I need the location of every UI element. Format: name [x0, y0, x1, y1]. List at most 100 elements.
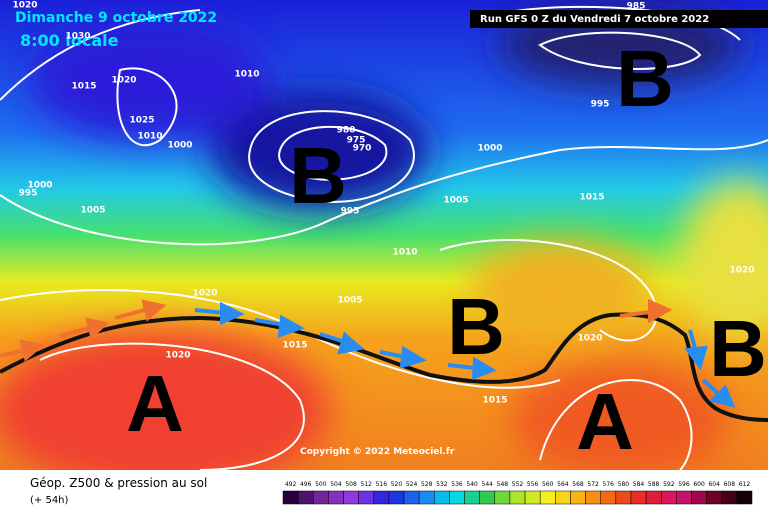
run-label: Run GFS 0 Z du Vendredi 7 octobre 2022 — [480, 14, 709, 25]
colorbar-label: 584 — [633, 481, 645, 488]
colorbar-swatch — [630, 490, 647, 505]
isobar-label: 1010 — [234, 70, 259, 80]
colorbar-label: 508 — [345, 481, 357, 488]
colorbar-swatch — [403, 490, 420, 505]
colorbar-label: 580 — [618, 481, 630, 488]
colorbar-label: 528 — [421, 481, 433, 488]
isobar-label: 1020 — [577, 334, 602, 344]
colorbar-swatch — [555, 490, 571, 505]
header: Dimanche 9 octobre 2022 8:00 locale Run … — [15, 10, 768, 50]
colorbar-label: 588 — [648, 481, 660, 488]
colorbar-swatch — [509, 490, 526, 505]
isobar-label: 975 — [347, 136, 366, 146]
colorbar-label: 560 — [542, 481, 554, 488]
pressure-center: B — [447, 282, 505, 371]
colorbar-label: 532 — [436, 481, 448, 488]
colorbar-swatch — [736, 490, 753, 505]
colorbar-swatch — [343, 490, 359, 505]
colorbar-label: 572 — [587, 481, 599, 488]
colorbar-swatch — [721, 490, 738, 505]
isobar-label: 1015 — [282, 341, 307, 351]
colorbar-swatch — [676, 490, 692, 505]
isobar-label: 1005 — [337, 296, 362, 306]
copyright: Copyright © 2022 Meteociel.fr — [300, 447, 455, 457]
pressure-center: B — [709, 304, 767, 393]
colorbar-swatch — [660, 490, 677, 505]
colorbar-swatch — [691, 490, 707, 505]
jet-stream — [0, 312, 768, 422]
colorbar-label: 500 — [315, 481, 327, 488]
isobar-label: 1020 — [192, 289, 217, 299]
colorbar-label: 524 — [406, 481, 418, 488]
warm-arrows — [0, 298, 673, 362]
isobar-label: 970 — [353, 144, 372, 154]
colorbar-swatch — [358, 490, 375, 505]
colorbar-swatch — [706, 490, 722, 505]
pressure-center: A — [126, 359, 184, 448]
colorbar: 492 496 500 504 508 512 516 520 524 528 532 536 540 5… — [282, 481, 753, 505]
colorbar-swatch — [373, 490, 390, 505]
isobar-label: 1000 — [27, 181, 52, 191]
colorbar-label: 600 — [693, 481, 705, 488]
colorbar-swatch — [282, 490, 299, 505]
colorbar-label: 536 — [451, 481, 463, 488]
colorbar-swatch — [328, 490, 344, 505]
wind-arrows — [194, 301, 736, 408]
colorbar-swatch — [449, 490, 465, 505]
colorbar-label: 548 — [497, 481, 509, 488]
colorbar-label: 552 — [512, 481, 524, 488]
isobar-label: 980 — [337, 126, 356, 136]
colorbar-swatch — [479, 490, 496, 505]
colorbar-label: 604 — [708, 481, 720, 488]
colorbar-label: 612 — [739, 481, 751, 488]
colorbar-swatch — [297, 490, 314, 505]
isobar-label: 1020 — [111, 76, 136, 86]
colorbar-label: 492 — [285, 481, 297, 488]
isobar-label: 1020 — [12, 1, 37, 11]
colorbar-label: 596 — [678, 481, 690, 488]
colorbar-swatch — [434, 490, 450, 505]
colorbar-label: 540 — [466, 481, 478, 488]
isobar-label: 1030 — [65, 32, 90, 42]
colorbar-swatch — [615, 490, 632, 505]
colorbar-swatch — [494, 490, 511, 505]
colorbar-swatch — [600, 490, 617, 505]
isobar-label: 995 — [19, 189, 38, 199]
colorbar-swatch — [464, 490, 480, 505]
colorbar-label: 568 — [572, 481, 584, 488]
isobar-label: 1000 — [167, 141, 192, 151]
isobar-label: 985 — [627, 2, 646, 12]
colorbar-label: 576 — [603, 481, 615, 488]
isobar-label: 1015 — [71, 82, 96, 92]
colorbar-swatch — [418, 490, 435, 505]
isobar-label: 1025 — [129, 116, 154, 126]
run-box — [470, 10, 768, 28]
colorbar-swatch — [313, 490, 329, 505]
isobar-label: 995 — [591, 100, 610, 110]
map-time: 8:00 locale — [20, 31, 119, 50]
colorbar-swatch — [388, 490, 405, 505]
colorbar-label: 592 — [663, 481, 675, 488]
colorbar-label: 496 — [300, 481, 312, 488]
colorbar-label: 520 — [391, 481, 403, 488]
colorbar-label: 504 — [330, 481, 342, 488]
colorbar-swatch — [524, 490, 541, 505]
colorbar-swatch — [585, 490, 601, 505]
colorbar-label: 544 — [482, 481, 494, 488]
isobar-label: 1010 — [392, 248, 417, 258]
colorbar-swatch — [570, 490, 586, 505]
isobar-label: 1015 — [579, 193, 604, 203]
isobar-label: 1000 — [477, 144, 502, 154]
isobar-label: 1005 — [80, 206, 105, 216]
colorbar-label: 556 — [527, 481, 539, 488]
footer-lead: (+ 54h) — [30, 495, 69, 506]
footer-title: Géop. Z500 & pression au sol — [30, 476, 207, 490]
pressure-center: B — [289, 131, 347, 220]
isobar-label: 1020 — [165, 351, 190, 361]
colorbar-swatch — [645, 490, 662, 505]
pressure-center: B — [616, 34, 674, 123]
pressure-center: A — [576, 377, 634, 466]
map-date: Dimanche 9 octobre 2022 — [15, 10, 217, 26]
isobar-label: 1005 — [443, 196, 468, 206]
